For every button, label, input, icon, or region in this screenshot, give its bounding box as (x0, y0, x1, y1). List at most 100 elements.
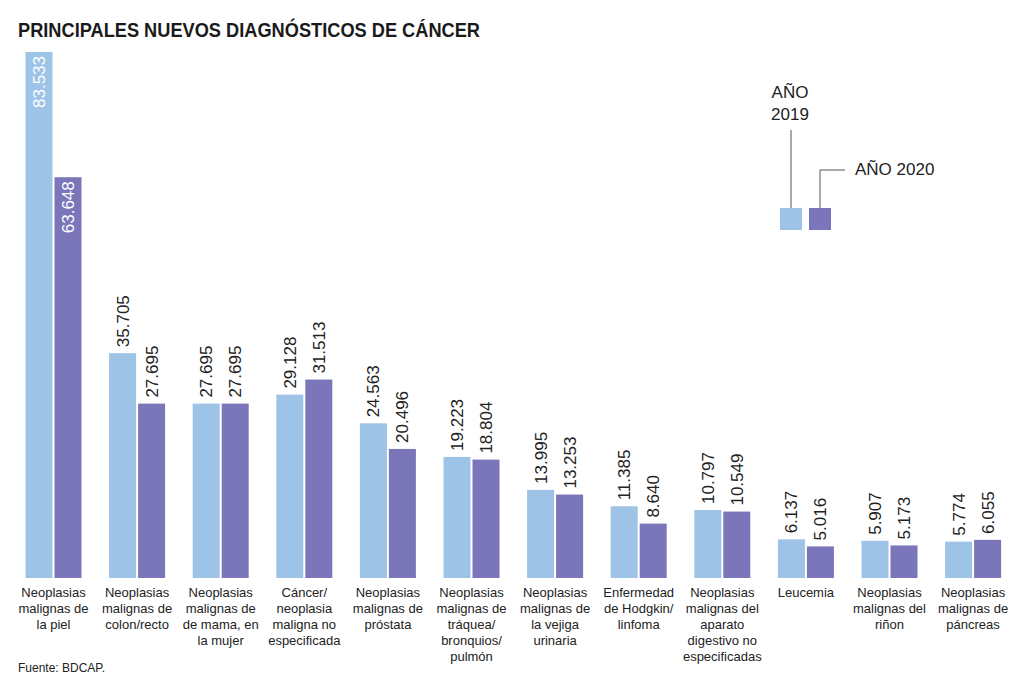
x-tick-label-line: malignas de (186, 601, 256, 616)
x-tick-label-line: Neoplasias (439, 585, 504, 600)
data-label: 5.016 (811, 498, 830, 541)
data-label: 5.173 (895, 497, 914, 540)
x-tick-label-line: pulmón (450, 649, 493, 664)
x-tick-label-line: la piel (37, 617, 71, 632)
bar (444, 457, 471, 578)
bar (389, 449, 416, 578)
legend: AÑO2019 AÑO 2020 (771, 83, 934, 230)
x-tick-label-line: Neoplasias (857, 585, 922, 600)
data-label: 35.705 (114, 295, 133, 347)
x-tick-label-line: malignas del (853, 601, 926, 616)
title: PRINCIPALES NUEVOS DIAGNÓSTICOS DE CÁNCE… (18, 18, 480, 41)
bar (276, 395, 303, 578)
bar (974, 540, 1001, 578)
x-tick-label-line: Enfermedad (603, 585, 674, 600)
legend-label: AÑO2019 (771, 83, 809, 124)
data-label: 63.648 (59, 181, 78, 233)
x-tick-labels: Neoplasiasmalignas dela pielNeoplasiasma… (18, 585, 1008, 664)
x-tick-label-line: malignas del (686, 601, 759, 616)
x-tick-label-line: urinaria (533, 633, 577, 648)
x-tick-label-line: Neoplasias (356, 585, 421, 600)
bar (473, 460, 500, 578)
data-label: 24.563 (364, 365, 383, 417)
bar (778, 539, 805, 578)
x-tick-label-line: Leucemia (778, 585, 835, 600)
legend-leader (791, 130, 792, 208)
x-tick-label: Leucemia (778, 585, 835, 600)
data-label: 31.513 (310, 322, 329, 374)
legend-label: AÑO 2020 (855, 160, 934, 179)
x-tick-label: Neoplasiasmalignas delaparatodigestivo n… (683, 585, 762, 664)
data-label: 27.695 (143, 346, 162, 398)
data-label: 5.907 (866, 492, 885, 535)
bar (945, 542, 972, 578)
x-tick-label-line: próstata (364, 617, 412, 632)
x-tick-label: Neoplasiasmalignas dede mama, enla mujer (183, 585, 259, 648)
x-tick-label-line: Neoplasias (189, 585, 254, 600)
x-tick-label-line: maligna no (272, 617, 336, 632)
x-tick-label-line: malignas de (353, 601, 423, 616)
x-tick-label-line: de Hodgkin/ (604, 601, 674, 616)
x-tick-label: Neoplasiasmalignas decolon/recto (102, 585, 172, 632)
x-tick-label: Neoplasiasmalignas dela vejigaurinaria (520, 585, 590, 648)
legend-leader (820, 170, 845, 208)
x-tick-label-line: Neoplasias (21, 585, 86, 600)
bar (723, 512, 750, 578)
x-tick-label: Neoplasiasmalignas dela piel (18, 585, 88, 632)
x-tick-label-line: páncreas (946, 617, 1000, 632)
data-labels: 83.533 35.705 27.695 29.128 24.563 19.223 13.9… (30, 56, 998, 540)
x-tick-label-line: linfoma (618, 617, 661, 632)
x-tick-label-line: especificadas (683, 649, 762, 664)
x-tick-label-line: tráquea/ (448, 617, 496, 632)
data-label: 6.055 (979, 491, 998, 534)
x-tick-label-line: la mujer (198, 633, 245, 648)
x-tick-label-line: riñon (875, 617, 904, 632)
bar (26, 52, 53, 578)
x-tick-label-line: malignas de (102, 601, 172, 616)
bar (360, 423, 387, 578)
data-label: 8.640 (644, 475, 663, 518)
x-tick-label-line: malignas de (520, 601, 590, 616)
x-tick-label-line: especificada (268, 633, 341, 648)
x-tick-label-line: aparato (700, 617, 744, 632)
data-label: 20.496 (393, 391, 412, 443)
data-label: 10.549 (728, 454, 747, 506)
x-tick-label-line: Neoplasias (523, 585, 588, 600)
bar (891, 545, 918, 578)
source: Fuente: BDCAP. (18, 661, 105, 675)
data-label: 83.533 (30, 56, 49, 108)
bar (109, 353, 136, 578)
data-label: 13.995 (532, 432, 551, 484)
data-label: 13.253 (561, 437, 580, 489)
data-label: 5.774 (950, 493, 969, 536)
legend-label-line: 2019 (771, 105, 809, 124)
x-tick-label-line: Neoplasias (941, 585, 1006, 600)
x-tick-label-line: colon/recto (105, 617, 169, 632)
bar (807, 546, 834, 578)
data-label: 27.695 (197, 346, 216, 398)
x-tick-label-line: de mama, en (183, 617, 259, 632)
bar (138, 404, 165, 578)
data-label: 18.804 (477, 402, 496, 454)
bar (305, 380, 332, 578)
bar (694, 510, 721, 578)
x-tick-label-line: malignas de (436, 601, 506, 616)
x-tick-label-line: neoplasia (276, 601, 332, 616)
x-tick-label-line: Neoplasias (105, 585, 170, 600)
data-label: 10.797 (699, 452, 718, 504)
data-label: 29.128 (281, 337, 300, 389)
x-tick-label-line: Cáncer/ (282, 585, 328, 600)
bar (640, 524, 667, 578)
x-tick-label: Neoplasiasmalignas detráquea/bronquios/p… (436, 585, 506, 664)
x-tick-label-line: digestivo no (688, 633, 757, 648)
data-label: 11.385 (615, 450, 634, 501)
x-tick-label-line: bronquios/ (441, 633, 502, 648)
bar (527, 490, 554, 578)
data-label: 6.137 (782, 491, 801, 534)
data-label: 19.223 (448, 399, 467, 451)
legend-swatch (780, 208, 802, 230)
x-tick-label: Neoplasiasmalignas delriñon (853, 585, 926, 632)
x-tick-label: Cáncer/neoplasiamaligna noespecificada (268, 585, 341, 648)
bar (556, 495, 583, 578)
x-tick-label-line: malignas de (18, 601, 88, 616)
